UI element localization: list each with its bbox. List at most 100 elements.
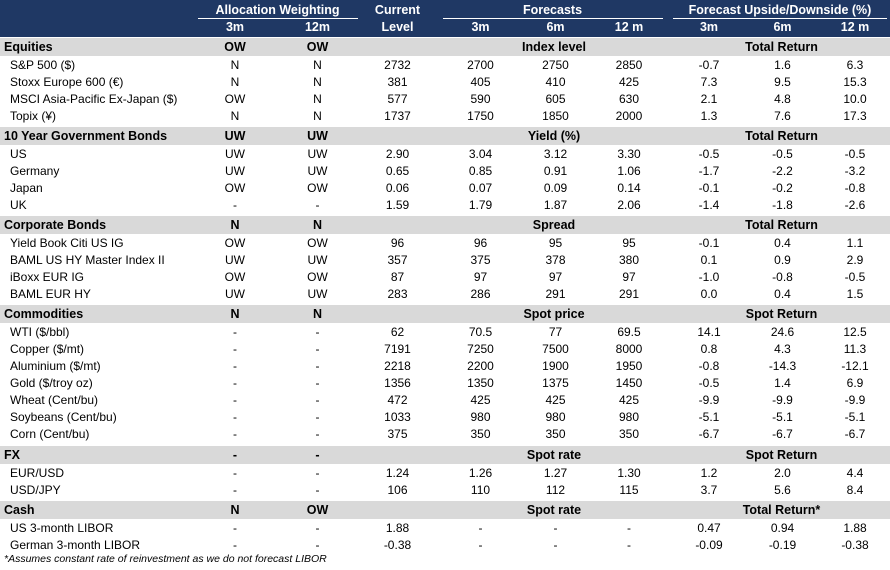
weight-3m: N bbox=[230, 75, 240, 89]
upside-3m: 14.1 bbox=[697, 325, 721, 339]
weight-3m: - bbox=[233, 521, 237, 535]
upside-6m: 7.6 bbox=[774, 109, 791, 123]
section-upside-label: Total Return* bbox=[742, 503, 821, 517]
weight-12m: - bbox=[315, 198, 320, 212]
upside-3m: -0.8 bbox=[698, 359, 720, 373]
forecast-3m-header: 3m bbox=[471, 20, 490, 34]
forecast-3m: 1350 bbox=[467, 376, 494, 390]
header-divider bbox=[673, 18, 887, 19]
table-row: iBoxx EUR IG OW OW 87 97 97 97 -1.0 -0.8 -0.5 bbox=[0, 269, 890, 286]
forecast-12m: - bbox=[627, 521, 631, 535]
weight-3m: - bbox=[233, 483, 237, 497]
weight-12m: N bbox=[313, 58, 322, 72]
weight-12m: - bbox=[315, 393, 320, 407]
upside-12m: 4.4 bbox=[846, 466, 864, 480]
forecast-3m: 97 bbox=[473, 270, 488, 284]
upside-3m: -0.1 bbox=[698, 181, 720, 195]
upside-6m: 0.94 bbox=[770, 521, 795, 535]
forecast-3m: 70.5 bbox=[468, 325, 493, 339]
section-name: Cash bbox=[4, 503, 35, 517]
weight-12m: UW bbox=[307, 147, 328, 161]
forecast-3m: 96 bbox=[473, 236, 488, 250]
weight-3m: - bbox=[233, 376, 237, 390]
weight-3m: UW bbox=[225, 164, 245, 178]
table-row: Aluminium ($/mt) - - 2218 2200 1900 1950 -0.8 -1… bbox=[0, 358, 890, 375]
current-level: 1356 bbox=[384, 376, 411, 390]
weight-3m: - bbox=[233, 466, 237, 480]
section-header: Commodities N N Spot price Spot Return bbox=[0, 305, 890, 323]
weight-3m: OW bbox=[224, 92, 246, 106]
upside-12m: 15.3 bbox=[843, 75, 867, 89]
upside-6m: 9.5 bbox=[774, 75, 791, 89]
section-name: FX bbox=[4, 448, 20, 462]
forecast-12m: 8000 bbox=[615, 342, 643, 356]
upside-6m: 0.9 bbox=[774, 253, 791, 267]
table-row: Germany UW UW 0.65 0.85 0.91 1.06 -1.7 -2.2 -3.2 bbox=[0, 163, 890, 180]
forecast-3m: 1750 bbox=[467, 109, 494, 123]
header-divider bbox=[443, 18, 663, 19]
upside-3m: 0.0 bbox=[700, 287, 718, 301]
section-forecast-label: Yield (%) bbox=[527, 129, 581, 143]
row-label: Soybeans (Cent/bu) bbox=[10, 410, 117, 424]
upside-6m: -0.5 bbox=[772, 147, 793, 161]
current-level: 96 bbox=[390, 236, 405, 250]
forecast-6m-header: 6m bbox=[546, 20, 565, 34]
section-weight-12m: N bbox=[312, 307, 323, 321]
section-forecast-label: Spot rate bbox=[526, 503, 582, 517]
forecast-6m: 77 bbox=[548, 325, 563, 339]
upside-6m: -0.19 bbox=[768, 538, 797, 552]
upside-3m: -0.5 bbox=[698, 147, 720, 161]
upside-12m: 2.9 bbox=[846, 253, 864, 267]
weight-3m: OW bbox=[224, 181, 246, 195]
current-header: Current bbox=[374, 3, 421, 17]
table-row: Stoxx Europe 600 (€) N N 381 405 410 425 7.3 9.5… bbox=[0, 74, 890, 91]
forecast-3m: 980 bbox=[470, 410, 491, 424]
forecast-6m: 1.87 bbox=[543, 198, 568, 212]
section-name: 10 Year Government Bonds bbox=[4, 129, 168, 143]
upside-12m: 11.3 bbox=[843, 342, 867, 356]
current-level: 62 bbox=[390, 325, 405, 339]
row-label: BAML US HY Master Index II bbox=[10, 253, 165, 267]
forecast-3m: 1.26 bbox=[468, 466, 493, 480]
current-level: 0.06 bbox=[385, 181, 410, 195]
forecast-12m: 3.30 bbox=[617, 147, 641, 161]
row-label: MSCI Asia-Pacific Ex-Japan ($) bbox=[10, 92, 178, 106]
table-row: BAML US HY Master Index II UW UW 357 375 378 3… bbox=[0, 252, 890, 269]
section-weight-12m: OW bbox=[306, 40, 329, 54]
row-label: iBoxx EUR IG bbox=[10, 270, 85, 284]
weight-12m: OW bbox=[307, 236, 328, 250]
upside-12m: 8.4 bbox=[846, 483, 864, 497]
forecasts-title: Forecasts bbox=[522, 3, 583, 17]
section-header: Corporate Bonds N N Spread Total Return bbox=[0, 216, 890, 234]
section-weight-12m: UW bbox=[307, 129, 328, 143]
upside-6m: -5.1 bbox=[772, 410, 793, 424]
current-level: 375 bbox=[387, 427, 408, 441]
row-label: S&P 500 ($) bbox=[10, 58, 76, 72]
row-label: Germany bbox=[10, 164, 60, 178]
upside-3m: 0.47 bbox=[697, 521, 721, 535]
row-label: WTI ($/bbl) bbox=[10, 325, 70, 339]
section-weight-3m: N bbox=[230, 218, 240, 232]
upside-downside-title: Forecast Upside/Downside (%) bbox=[688, 3, 872, 17]
forecast-12m: 1.06 bbox=[617, 164, 641, 178]
current-level: 472 bbox=[387, 393, 408, 407]
forecast-3m: - bbox=[478, 521, 483, 535]
row-label: US bbox=[10, 147, 27, 161]
current-level: 577 bbox=[387, 92, 408, 106]
current-level-header: Level bbox=[381, 20, 414, 34]
section-upside-label: Spot Return bbox=[745, 448, 818, 462]
table-row: S&P 500 ($) N N 2732 2700 2750 2850 -0.7 1.6 6.3 bbox=[0, 57, 890, 74]
section-weight-3m: UW bbox=[224, 129, 246, 143]
forecast-3m: 1.79 bbox=[468, 198, 493, 212]
forecast-3m: 590 bbox=[470, 92, 491, 106]
section-forecast-label: Spot price bbox=[523, 307, 585, 321]
forecast-12m: 1450 bbox=[615, 376, 643, 390]
forecast-6m: 3.12 bbox=[543, 147, 568, 161]
upside-6m: 0.4 bbox=[774, 236, 791, 250]
section-name: Corporate Bonds bbox=[4, 218, 107, 232]
section-header: Equities OW OW Index level Total Return bbox=[0, 38, 890, 56]
section-weight-3m: N bbox=[230, 307, 240, 321]
upside-12m: -2.6 bbox=[844, 198, 866, 212]
forecast-6m: 350 bbox=[545, 427, 566, 441]
forecast-12m: 425 bbox=[618, 75, 640, 89]
